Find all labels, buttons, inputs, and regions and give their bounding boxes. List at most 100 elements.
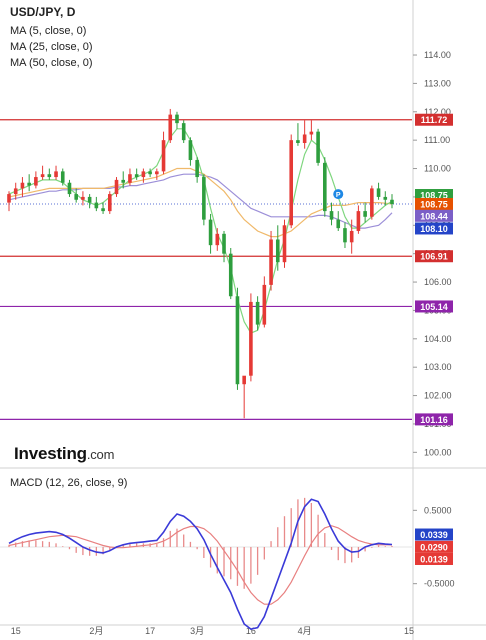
investing-logo: Investing.com [14,444,115,463]
price-tick-label: 111.00 [424,135,450,145]
candle-body [390,199,394,205]
level-badge [415,413,453,426]
candle-body [383,196,388,200]
candle-body [54,171,58,178]
candle-body [161,140,166,172]
level-badge [415,113,453,126]
candle-body [141,171,146,178]
candle-body [175,114,179,124]
candle-body [107,194,112,212]
candle-body [349,230,354,243]
candle-body [282,225,287,263]
time-axis-label: 4月 [298,626,312,636]
candle-body [329,211,334,220]
candle-body [34,177,38,186]
macd-badge [415,528,453,541]
time-axis-label: 16 [246,626,256,636]
legend-ma5: MA (5, close, 0) [10,25,87,37]
event-marker-letter: P [336,192,341,199]
ma5-line [8,128,393,334]
macd-tick-label: -0.5000 [424,579,455,589]
candle-body [7,194,11,203]
candle-body [215,233,220,246]
price-badge-text: 108.75 [420,200,448,210]
level-badge-text: 106.91 [420,252,448,262]
time-axis-label: 17 [145,626,155,636]
time-axis-label: 15 [404,626,414,636]
price-tick-label: 104.00 [424,334,452,344]
candle-body [181,123,186,141]
price-tick-label: 113.00 [424,78,451,88]
candle-body [81,196,85,200]
candle-body [336,219,341,229]
candle-body [323,162,327,212]
candle-body [228,253,233,297]
candle-body [202,177,206,220]
candle-body [13,188,18,195]
price-badge-text: 108.75 [420,191,448,201]
candle-body [40,174,45,178]
level-badge-text: 101.16 [420,415,448,425]
macd-badge-text: 0.0139 [420,554,448,564]
candle-body [309,131,314,135]
candle-body [269,239,273,285]
candle-body [188,140,193,161]
legend-ma50: MA (50, close, 0) [10,57,93,69]
macd-signal-line [8,525,393,605]
candle-body [27,182,31,186]
candle-body [289,140,294,226]
candle-body [134,174,139,178]
macd-label: MACD (12, 26, close, 9) [10,477,128,489]
ma50-line [8,173,393,229]
macd-badge [415,540,453,553]
candle-body [148,171,152,175]
candle-body [376,188,381,197]
price-tick-label: 103.00 [424,362,452,372]
candle-body [168,114,173,141]
price-tick-label: 102.00 [424,391,452,401]
candle-body [296,140,300,143]
candle-body [235,296,240,385]
time-axis-label: 15 [11,626,21,636]
level-badge-text: 111.72 [421,115,448,125]
candle-body [101,208,105,212]
macd-tick-label: 0.5000 [424,505,452,515]
price-badge-text: 108.44 [420,211,448,221]
candle-body [222,233,226,254]
candle-body [128,174,132,183]
candle-body [155,171,159,175]
candle-body [60,171,65,183]
candle-body [47,174,52,178]
macd-badge [415,552,453,565]
candle-body [275,239,280,263]
candle-body [242,375,246,385]
candle-body [343,228,347,243]
candle-body [249,301,253,376]
level-badge-text: 105.14 [420,302,448,312]
macd-badge-text: 0.0290 [420,542,448,552]
candle-body [121,179,126,183]
price-badge-text: 108.10 [420,224,448,234]
event-marker-icon [333,189,344,200]
candle-body [363,211,367,217]
candle-body [208,219,213,246]
price-badge [415,209,453,222]
price-tick-label: 110.00 [424,164,451,174]
ma25-line [8,167,393,238]
candle-body [302,134,307,143]
candle-body [316,131,320,163]
candle-body [94,202,99,209]
candle-body [74,194,78,200]
price-badge [415,222,453,235]
time-axis-label: 3月 [190,626,204,636]
candle-body [370,188,374,217]
time-axis-label: 2月 [89,626,103,636]
price-badge [415,198,453,211]
price-tick-label: 114.00 [424,50,451,60]
price-tick-label: 112.00 [424,107,451,117]
macd-line [8,498,393,630]
level-badge [415,300,453,313]
candle-body [67,182,72,195]
candle-body [20,182,25,189]
